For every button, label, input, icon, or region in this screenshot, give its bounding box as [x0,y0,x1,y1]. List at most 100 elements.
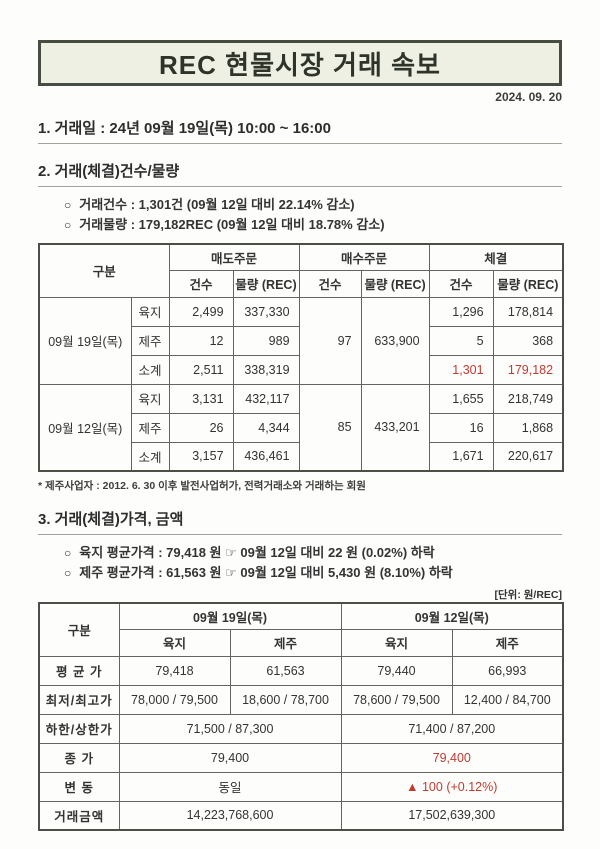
sell-count-cell: 12 [168,325,234,356]
min-max-cell: 78,000 / 79,500 [118,684,231,715]
exec-volume-total-cell: 179,182 [492,354,564,385]
section-2-heading: 2. 거래(체결)건수/물량 [38,160,562,187]
sell-count-cell: 2,511 [168,354,234,385]
row-label: 변 동 [38,771,120,802]
table-row: 소계 2,511 338,319 1,301 179,182 [39,354,564,385]
page-title: REC 현물시장 거래 속보 [159,49,441,80]
sell-volume-cell: 436,461 [232,441,300,472]
limit-price-cell: 71,500 / 87,300 [118,713,342,744]
col-header-count: 건수 [298,269,362,298]
sell-count-cell: 2,499 [168,296,234,327]
sell-count-cell: 3,157 [168,441,234,472]
col-header-mainland: 육지 [118,628,231,657]
change-cell: 동일 [118,771,342,802]
col-header-date2: 09월 12일(목) [340,602,564,630]
row-label: 종 가 [38,742,120,773]
avg-price-cell: 79,418 [118,655,231,686]
trade-count-text: 거래건수 : 1,301건 (09월 12일 대비 22.14% 감소) [79,197,355,212]
col-header-volume: 물량 (REC) [232,269,300,298]
trade-volume-text: 거래물량 : 179,182REC (09월 12일 대비 18.78% 감소) [79,217,385,232]
sell-volume-cell: 338,319 [232,354,300,385]
row-label: 하한/상한가 [38,713,120,744]
circle-bullet-icon: ○ [64,566,72,580]
table-row: 09월 12일(목) 육지 3,131 432,117 85 433,201 1… [38,383,564,472]
region-cell: 소계 [130,354,170,385]
col-header-gubun: 구분 [38,243,170,298]
col-header-gubun: 구분 [38,602,120,657]
col-header-mainland: 육지 [340,628,453,657]
exec-count-total-cell: 1,671 [428,441,494,472]
section-3-bullets: ○ 육지 평균가격 : 79,418 원 ☞ 09월 12일 대비 22 원 (… [38,543,562,583]
limit-price-row: 하한/상한가 71,500 / 87,300 71,400 / 87,200 [38,713,564,744]
buy-count-cell: 97 [298,296,362,385]
sell-volume-cell: 432,117 [232,383,300,414]
exec-volume-cell: 368 [492,325,564,356]
exec-volume-total-cell: 220,617 [492,441,564,472]
table-row: 소계 3,157 436,461 1,671 220,617 [39,441,564,472]
buy-volume-cell: 433,201 [360,383,430,472]
trade-volume-line: ○ 거래물량 : 179,182REC (09월 12일 대비 18.78% 감… [64,215,562,235]
trade-amount-cell: 14,223,768,600 [118,800,342,831]
exec-volume-cell: 218,749 [492,383,564,414]
change-row: 변 동 동일 ▲ 100 (+0.12%) [38,771,564,802]
section-1-heading: 1. 거래일 : 24년 09월 19일(목) 10:00 ~ 16:00 [38,117,562,144]
circle-bullet-icon: ○ [64,218,72,232]
section-3-heading: 3. 거래(체결)가격, 금액 [38,508,562,535]
section-2-bullets: ○ 거래건수 : 1,301건 (09월 12일 대비 22.14% 감소) ○… [38,195,562,235]
row-label: 거래금액 [38,800,120,831]
buy-count-cell: 85 [298,383,362,472]
trade-count-line: ○ 거래건수 : 1,301건 (09월 12일 대비 22.14% 감소) [64,195,562,215]
avg-price-cell: 79,440 [340,655,453,686]
col-header-sell-orders: 매도주문 [168,243,300,271]
avg-price-cell: 61,563 [229,655,342,686]
sell-volume-cell: 337,330 [232,296,300,327]
col-header-count: 건수 [168,269,234,298]
avg-price-row: 평 균 가 79,418 61,563 79,440 66,993 [38,655,564,686]
limit-price-cell: 71,400 / 87,200 [340,713,564,744]
avg-price-cell: 66,993 [451,655,564,686]
unit-label: [단위: 원/REC] [494,589,562,601]
min-max-cell: 12,400 / 84,700 [451,684,564,715]
change-up-cell: ▲ 100 (+0.12%) [340,771,564,802]
region-cell: 육지 [130,383,170,414]
region-cell: 육지 [130,296,170,327]
sell-count-cell: 26 [168,412,234,443]
col-header-date1: 09월 19일(목) [118,602,342,630]
table-row: 제주 12 989 5 368 [39,325,564,356]
date-cell: 09월 19일(목) [38,296,132,385]
col-header-volume: 물량 (REC) [360,269,430,298]
col-header-volume: 물량 (REC) [492,269,564,298]
col-header-jeju: 제주 [451,628,564,657]
title-box: REC 현물시장 거래 속보 [38,40,562,86]
exec-count-cell: 1,296 [428,296,494,327]
region-cell: 소계 [130,441,170,472]
jeju-avg-price-line: ○ 제주 평균가격 : 61,563 원 ☞ 09월 12일 대비 5,430 … [64,563,562,583]
jeju-footnote: * 제주사업자 : 2012. 6. 30 이후 발전사업허가, 전력거래소와 … [38,480,366,492]
mainland-avg-price-line: ○ 육지 평균가격 : 79,418 원 ☞ 09월 12일 대비 22 원 (… [64,543,562,563]
col-header-executed: 체결 [428,243,564,271]
exec-count-cell: 1,655 [428,383,494,414]
min-max-price-row: 최저/최고가 78,000 / 79,500 18,600 / 78,700 7… [38,684,564,715]
col-header-count: 건수 [428,269,494,298]
trade-amount-cell: 17,502,639,300 [340,800,564,831]
report-date: 2024. 09. 20 [495,90,562,104]
date-cell: 09월 12일(목) [38,383,132,472]
row-label: 평 균 가 [38,655,120,686]
closing-price-cell: 79,400 [118,742,342,773]
trade-amount-row: 거래금액 14,223,768,600 17,502,639,300 [38,800,564,831]
col-header-jeju: 제주 [229,628,342,657]
sell-volume-cell: 989 [232,325,300,356]
sell-count-cell: 3,131 [168,383,234,414]
col-header-buy-orders: 매수주문 [298,243,430,271]
exec-count-total-cell: 1,301 [428,354,494,385]
mainland-avg-price-text: 육지 평균가격 : 79,418 원 ☞ 09월 12일 대비 22 원 (0.… [79,545,435,560]
region-cell: 제주 [130,325,170,356]
circle-bullet-icon: ○ [64,198,72,212]
price-table: 구분 09월 19일(목) 09월 12일(목) 육지 제주 육지 제주 평 균… [38,602,565,831]
region-cell: 제주 [130,412,170,443]
closing-price-row: 종 가 79,400 79,400 [38,742,564,773]
table-row: 09월 19일(목) 육지 2,499 337,330 97 633,900 1… [38,296,564,385]
buy-volume-cell: 633,900 [360,296,430,385]
min-max-cell: 18,600 / 78,700 [229,684,342,715]
